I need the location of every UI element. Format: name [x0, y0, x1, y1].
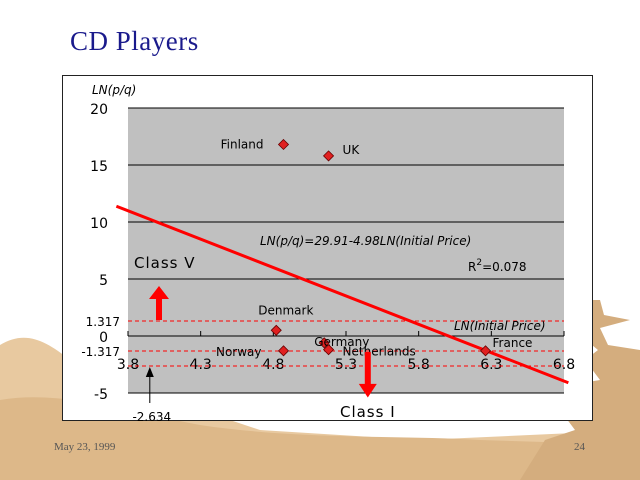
x-tick-label: 6.3	[480, 357, 502, 373]
scatter-chart: 3.8 4.3 4.8 5.3 5.8 6.3 6.8 20 15 10 5 0 -5 1.317 -1.3…	[81, 83, 575, 422]
chart-frame: 3.8 4.3 4.8 5.3 5.8 6.3 6.8 20 15 10 5 0 -5 1.317 -1.3…	[62, 75, 593, 422]
x-tick-label: 4.8	[262, 357, 284, 373]
data-point-label: Denmark	[258, 303, 313, 317]
regression-equation: LN(p/q)=29.91-4.98LN(Initial Price)	[260, 234, 471, 248]
x-tick-label: 6.8	[553, 357, 575, 373]
data-point-label: Finland	[221, 137, 264, 151]
footer-page-number: 24	[574, 441, 585, 453]
class-i-arrow	[358, 351, 377, 398]
x-tick-label: 4.3	[190, 357, 212, 373]
y-tick-label: 15	[90, 159, 108, 175]
plot-area	[128, 108, 564, 393]
reference-line-label: -1.317	[81, 345, 120, 359]
y-axis-label: LN(p/q)	[92, 83, 136, 97]
class-v-arrow	[149, 286, 169, 320]
data-point-label: UK	[343, 143, 361, 157]
data-point	[277, 345, 290, 357]
x-tick-label: 5.8	[408, 357, 430, 373]
lower-marker-label: -2.634	[132, 410, 171, 422]
data-point	[270, 324, 282, 336]
footer-date: May 23, 1999	[54, 441, 116, 453]
x-tick-label: 5.3	[335, 357, 357, 373]
x-tick-label: 3.8	[117, 357, 139, 373]
data-point	[277, 138, 290, 151]
data-point	[322, 344, 335, 356]
reference-line-label: 1.317	[86, 315, 120, 329]
data-point	[479, 345, 492, 357]
data-point	[322, 150, 335, 162]
lower-marker-arrowhead	[145, 367, 154, 378]
data-point-label: Norway	[216, 345, 262, 359]
class-v-label: Class V	[134, 254, 196, 272]
y-tick-label: 10	[90, 216, 108, 232]
r-squared-label: R2=0.078	[468, 258, 527, 274]
y-tick-label: 0	[99, 330, 108, 346]
y-tick-label: -5	[94, 387, 108, 403]
x-axis-label: LN(Initial Price)	[454, 319, 546, 333]
y-tick-label: 20	[90, 102, 108, 118]
data-point-label: France	[493, 336, 533, 350]
regression-line	[115, 204, 569, 385]
data-point	[318, 337, 330, 349]
y-tick-label: 5	[99, 273, 108, 289]
class-i-label: Class I	[340, 403, 396, 421]
slide-title: CD Players	[70, 26, 199, 56]
data-point-label: Netherlands	[343, 345, 416, 359]
